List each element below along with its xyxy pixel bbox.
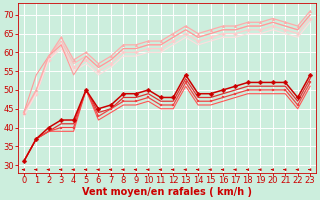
X-axis label: Vent moyen/en rafales ( km/h ): Vent moyen/en rafales ( km/h ) bbox=[82, 187, 252, 197]
